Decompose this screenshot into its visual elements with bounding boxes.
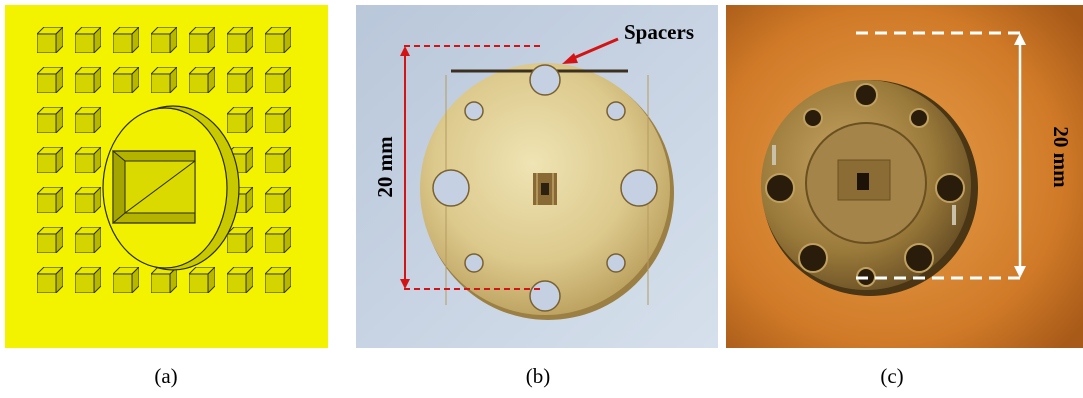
alignment-pins	[772, 145, 956, 225]
unit-cell-cube	[75, 227, 101, 253]
disc-photo: Spacers 20 mm	[356, 5, 718, 348]
unit-cell-cube	[75, 27, 101, 53]
spacers-label: Spacers	[624, 20, 694, 44]
unit-cell-cube	[37, 187, 63, 213]
unit-cell-cube	[75, 147, 101, 173]
unit-cell-cube	[227, 267, 253, 293]
disc-holes	[432, 64, 658, 312]
unit-cell-cube	[113, 267, 139, 293]
unit-cell-cube	[75, 187, 101, 213]
unit-cell-cube	[37, 27, 63, 53]
unit-cell-cube	[151, 27, 177, 53]
unit-cell-cube	[189, 27, 215, 53]
caption-c: (c)	[880, 364, 904, 388]
central-cylinder	[102, 105, 240, 271]
dimension-arrow-c	[856, 31, 1026, 280]
waveguide-aperture	[857, 173, 869, 190]
panel-c-photo: 20 mm	[726, 5, 1083, 348]
unit-cell-cube	[151, 267, 177, 293]
unit-cell-cube	[265, 267, 291, 293]
unit-cell-cube	[189, 67, 215, 93]
unit-cell-cube	[227, 27, 253, 53]
unit-cell-cube	[265, 107, 291, 133]
unit-cell-cube	[151, 67, 177, 93]
central-cell-array	[533, 173, 557, 205]
unit-cell-cube	[75, 67, 101, 93]
unit-cell-cube	[227, 67, 253, 93]
unit-cell-cube	[227, 107, 253, 133]
caption-a: (a)	[154, 364, 178, 388]
unit-cell-cube	[37, 147, 63, 173]
unit-cell-cube	[265, 147, 291, 173]
unit-cell-cube	[75, 267, 101, 293]
unit-cell-cube	[265, 187, 291, 213]
dimension-label-c: 20 mm	[1049, 126, 1073, 188]
panel-a-model-render	[5, 5, 328, 348]
caption-b: (b)	[525, 364, 551, 388]
flange-photo: 20 mm	[726, 5, 1083, 348]
unit-cell-cube	[75, 107, 101, 133]
unit-cell-cube	[265, 227, 291, 253]
unit-cell-cube	[37, 227, 63, 253]
unit-cell-cube	[113, 27, 139, 53]
unit-cell-cube	[37, 67, 63, 93]
spacers-arrow	[562, 37, 619, 64]
unit-cell-cube	[37, 267, 63, 293]
unit-cell-cube	[265, 67, 291, 93]
unit-cell-cube	[113, 67, 139, 93]
dimension-arrow-b	[400, 45, 544, 290]
panel-b-photo: Spacers 20 mm	[356, 5, 718, 348]
unit-cell-cube	[37, 107, 63, 133]
unit-cell-cube	[265, 27, 291, 53]
dimension-label-b: 20 mm	[373, 136, 397, 198]
unit-cell-cube	[189, 267, 215, 293]
cube-array-render	[37, 27, 291, 293]
unit-cell-cube	[227, 227, 253, 253]
flange-holes	[765, 83, 965, 287]
